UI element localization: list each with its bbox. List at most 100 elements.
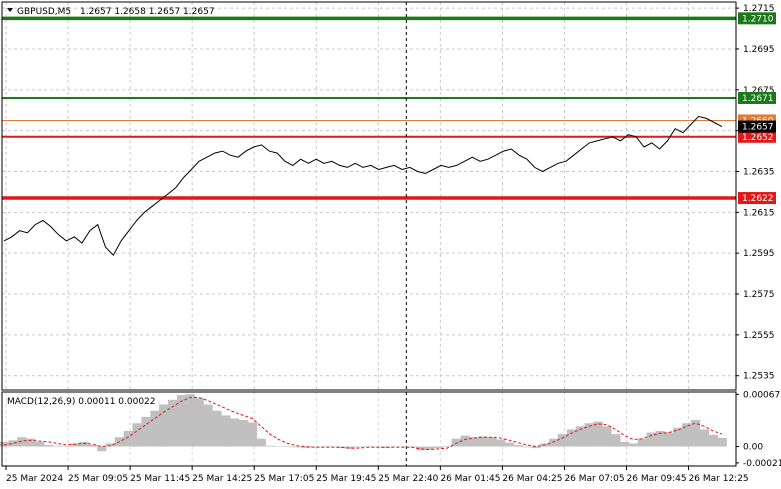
macd-bar (558, 434, 568, 447)
macd-bar (168, 399, 178, 447)
macd-bar (664, 432, 674, 447)
price-tick-label: 1.2715 (743, 4, 775, 14)
macd-bar (637, 438, 648, 447)
macd-bar (212, 410, 222, 447)
macd-bar (176, 395, 187, 447)
macd-bar (61, 446, 71, 447)
time-tick-label: 26 Mar 12:25 (689, 474, 749, 484)
symbol-label: GBPUSD,M5 (17, 7, 71, 17)
macd-bar (79, 441, 89, 447)
macd-label: MACD(12,26,9) 0.00011 0.00022 (7, 397, 156, 407)
level-tag (738, 192, 776, 205)
macd-bar (309, 446, 320, 448)
macd-bar (203, 404, 213, 447)
time-tick-label: 26 Mar 09:45 (627, 474, 687, 484)
price-tick-label: 1.2615 (743, 208, 775, 218)
time-tick-label: 25 Mar 14:25 (192, 474, 252, 484)
macd-bar (43, 445, 54, 447)
time-tick-label: 25 Mar 22:40 (378, 474, 438, 484)
macd-bar (274, 446, 284, 447)
macd-bar (611, 434, 621, 447)
macd-bar (380, 446, 390, 449)
level-tag-label: 1.2710 (742, 14, 774, 24)
macd-bar (132, 423, 142, 447)
macd-bar (682, 423, 692, 447)
macd-bar (230, 418, 240, 447)
macd-bar (691, 420, 701, 447)
macd-bar (17, 437, 27, 447)
time-tick-label: 25 Mar 17:05 (254, 474, 314, 484)
macd-bar (292, 446, 302, 448)
macd-bar (0, 441, 9, 447)
time-tick-label: 26 Mar 04:25 (502, 474, 562, 484)
macd-bar (8, 440, 18, 447)
macd-bar (52, 445, 63, 447)
macd-bar (478, 436, 488, 447)
macd-bar (301, 446, 311, 449)
level-tag-label: 1.2652 (742, 133, 774, 143)
macd-bar (159, 404, 169, 447)
macd-bar (522, 446, 532, 448)
macd-bar (336, 446, 346, 449)
macd-bar (442, 446, 453, 447)
macd-bar (70, 443, 80, 447)
macd-bar (26, 438, 36, 447)
macd-axis: 0.00067 0.00 -0.00021 (736, 390, 781, 469)
macd-bar (673, 427, 683, 447)
macd-bar (398, 446, 408, 447)
price-series-line (3, 115, 723, 257)
macd-histogram (0, 394, 727, 452)
macd-bar (97, 446, 107, 452)
macd-bar (628, 443, 639, 447)
macd-bar (105, 443, 116, 447)
time-axis: 25 Mar 2024 25 Mar 09:05 25 Mar 11:45 25 Ma… (5, 466, 749, 484)
chart-header: GBPUSD,M5 1.2657 1.2658 1.2657 1.2657 (7, 7, 215, 17)
macd-bar (655, 430, 665, 447)
macd-tick-label: 0.00 (743, 443, 763, 453)
macd-bar (549, 438, 559, 447)
macd-bar (35, 441, 45, 447)
macd-bar (708, 434, 718, 447)
price-tick-label: 1.2695 (743, 45, 775, 55)
time-tick-label: 25 Mar 2024 (6, 474, 63, 484)
price-tick-label: 1.2675 (743, 86, 775, 96)
macd-bar (123, 430, 133, 447)
macd-tick-label: 0.00067 (743, 390, 780, 400)
macd-bar (363, 446, 373, 447)
price-tick-label: 1.2575 (743, 290, 775, 300)
price-tick-label: 1.2555 (743, 331, 775, 341)
macd-bar (247, 422, 258, 447)
macd-bar (531, 446, 541, 449)
time-tick-label: 26 Mar 07:05 (564, 474, 624, 484)
macd-bar (460, 435, 470, 447)
macd-bar (256, 438, 266, 447)
price-tick-label: 1.2535 (743, 372, 775, 382)
macd-bar (265, 445, 275, 447)
macd-bar (185, 394, 195, 447)
macd-bar (238, 420, 249, 447)
macd-bar (425, 446, 435, 450)
main-panel-frame (1, 1, 737, 391)
macd-bar (327, 446, 337, 447)
macd-bar (416, 446, 426, 451)
time-tick-label: 25 Mar 11:45 (130, 474, 190, 484)
macd-panel-frame (1, 391, 737, 467)
macd-bar (389, 446, 399, 447)
triangle-down-icon[interactable] (7, 8, 13, 12)
current-price-label: 1.2657 (742, 123, 774, 133)
macd-bar (433, 446, 444, 449)
time-tick-label: 25 Mar 09:05 (68, 474, 128, 484)
macd-bar (141, 416, 151, 447)
macd-bar (513, 445, 523, 447)
macd-bar (354, 446, 364, 448)
time-tick-label: 25 Mar 19:45 (316, 474, 376, 484)
macd-bar (717, 438, 727, 447)
macd-signal-line (3, 397, 723, 451)
level-tag (738, 91, 776, 104)
level-tag (738, 130, 776, 143)
macd-bar (584, 423, 594, 447)
price-tick-label: 1.2635 (743, 167, 775, 177)
macd-bar (318, 446, 328, 447)
